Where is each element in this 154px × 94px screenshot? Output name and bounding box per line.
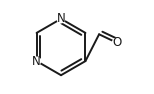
Text: O: O: [112, 36, 122, 49]
Circle shape: [112, 38, 122, 47]
Circle shape: [33, 57, 41, 65]
Text: N: N: [57, 12, 65, 25]
Circle shape: [57, 15, 65, 23]
Text: N: N: [32, 55, 41, 68]
